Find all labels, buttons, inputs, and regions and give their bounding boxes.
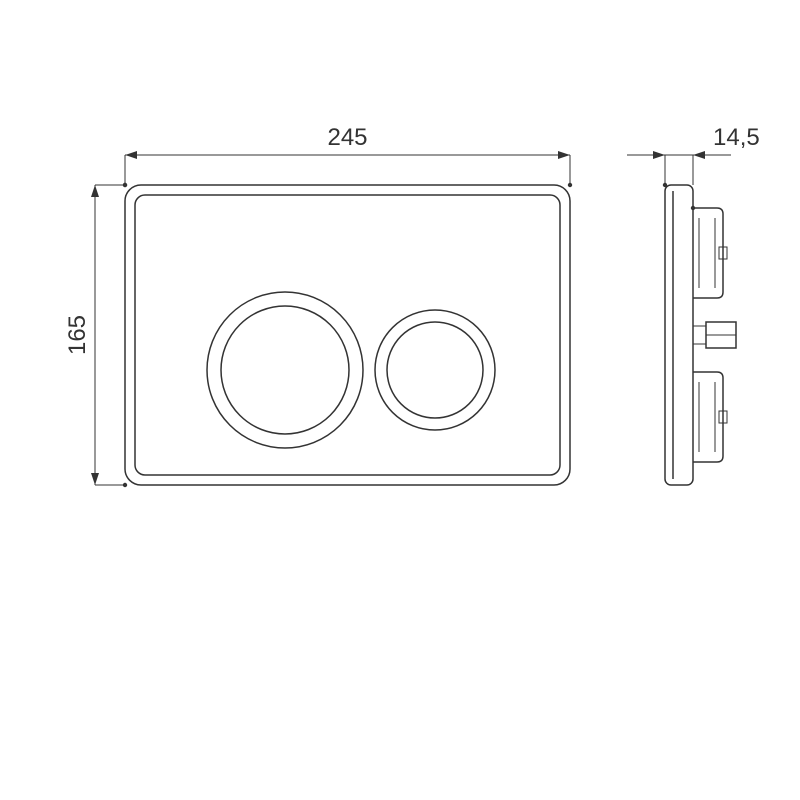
dimension-depth: 14,5 <box>713 124 760 151</box>
large-button-ring <box>207 292 363 448</box>
side-view <box>665 185 736 485</box>
dimension-height: 165 <box>64 315 91 355</box>
dimension-width: 245 <box>327 124 367 151</box>
front-view <box>125 185 570 485</box>
small-button-ring <box>375 310 495 430</box>
